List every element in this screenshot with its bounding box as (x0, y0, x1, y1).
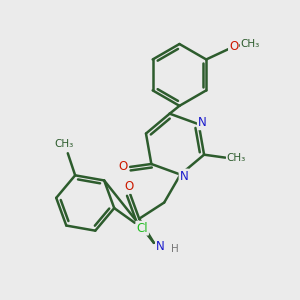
Text: Cl: Cl (136, 222, 148, 235)
Text: O: O (229, 40, 238, 53)
Text: CH₃: CH₃ (227, 153, 246, 163)
Text: N: N (156, 240, 165, 253)
Text: N: N (198, 116, 207, 129)
Text: CH₃: CH₃ (55, 140, 74, 149)
Text: H: H (171, 244, 178, 254)
Text: O: O (118, 160, 128, 173)
Text: N: N (180, 169, 188, 182)
Text: CH₃: CH₃ (241, 39, 260, 49)
Text: O: O (124, 180, 134, 193)
